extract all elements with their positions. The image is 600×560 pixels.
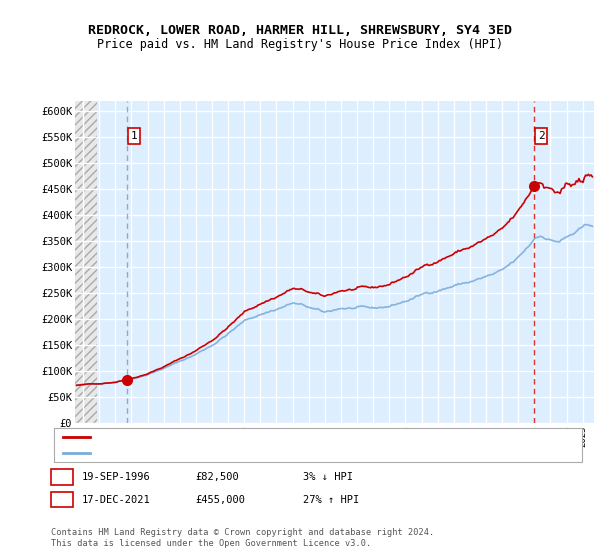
Text: £82,500: £82,500 [195,472,239,482]
Text: REDROCK, LOWER ROAD, HARMER HILL, SHREWSBURY, SY4 3ED (detached house): REDROCK, LOWER ROAD, HARMER HILL, SHREWS… [95,433,497,442]
Text: £455,000: £455,000 [195,494,245,505]
Text: Price paid vs. HM Land Registry's House Price Index (HPI): Price paid vs. HM Land Registry's House … [97,38,503,52]
Text: 19-SEP-1996: 19-SEP-1996 [82,472,151,482]
Text: HPI: Average price, detached house, Shropshire: HPI: Average price, detached house, Shro… [95,449,359,458]
Text: 1: 1 [131,131,137,141]
Text: 2: 2 [58,494,65,505]
Text: 2: 2 [538,131,544,141]
Text: Contains HM Land Registry data © Crown copyright and database right 2024.
This d: Contains HM Land Registry data © Crown c… [51,528,434,548]
Text: 1: 1 [58,472,65,482]
Text: 3% ↓ HPI: 3% ↓ HPI [303,472,353,482]
Text: 27% ↑ HPI: 27% ↑ HPI [303,494,359,505]
Text: REDROCK, LOWER ROAD, HARMER HILL, SHREWSBURY, SY4 3ED: REDROCK, LOWER ROAD, HARMER HILL, SHREWS… [88,24,512,38]
Bar [75,101,97,423]
Text: 17-DEC-2021: 17-DEC-2021 [82,494,151,505]
